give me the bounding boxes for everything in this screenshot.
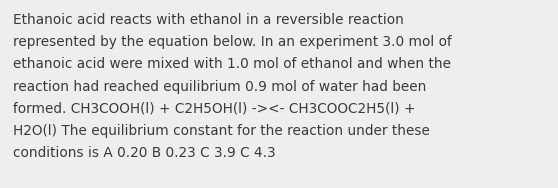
Text: Ethanoic acid reacts with ethanol in a reversible reaction: Ethanoic acid reacts with ethanol in a r…: [13, 13, 404, 27]
Text: represented by the equation below. In an experiment 3.0 mol of: represented by the equation below. In an…: [13, 35, 452, 49]
Text: reaction had reached equilibrium 0.9 mol of water had been: reaction had reached equilibrium 0.9 mol…: [13, 80, 426, 94]
Text: formed. CH3COOH(l) + C2H5OH(l) -><- CH3COOC2H5(l) +: formed. CH3COOH(l) + C2H5OH(l) -><- CH3C…: [13, 102, 416, 116]
Text: H2O(l) The equilibrium constant for the reaction under these: H2O(l) The equilibrium constant for the …: [13, 124, 430, 138]
Text: conditions is A 0.20 B 0.23 C 3.9 C 4.3: conditions is A 0.20 B 0.23 C 3.9 C 4.3: [13, 146, 276, 160]
Text: ethanoic acid were mixed with 1.0 mol of ethanol and when the: ethanoic acid were mixed with 1.0 mol of…: [13, 57, 451, 71]
